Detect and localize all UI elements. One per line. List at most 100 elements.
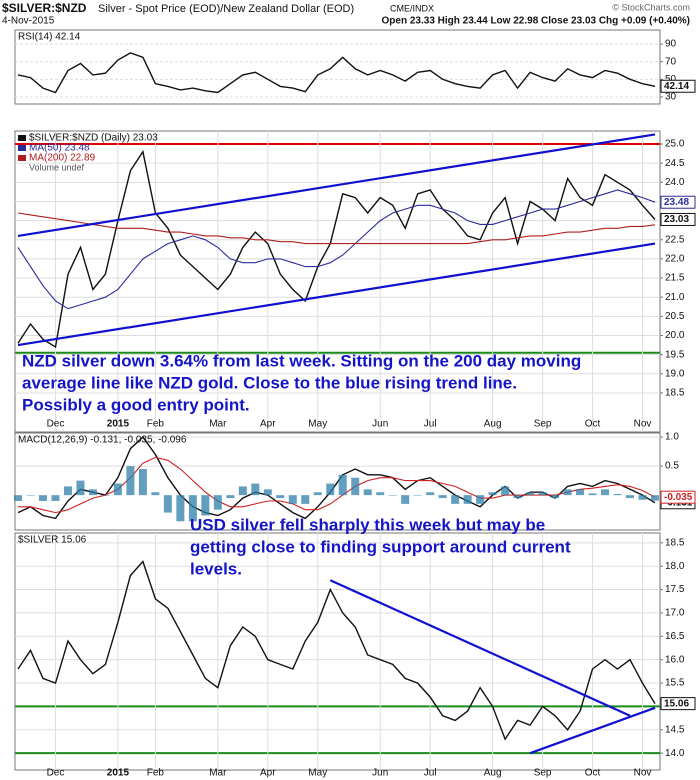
annotation: USD silver fell sharply this week but ma…	[190, 515, 545, 534]
y-tick-label: 50	[665, 74, 677, 85]
x-tick-label: Jul	[424, 768, 437, 779]
series-line	[17, 189, 656, 310]
x-tick-label: Feb	[147, 768, 165, 779]
histogram-bar	[238, 486, 247, 496]
x-tick-label: Dec	[47, 768, 65, 779]
x-tick-label: Mar	[209, 768, 227, 779]
x-tick-label: Jun	[372, 768, 388, 779]
x-tick-label: 2015	[107, 768, 130, 779]
annotation: NZD silver down 3.64% from last week. Si…	[22, 351, 581, 370]
y-tick-label: 21.0	[665, 292, 685, 303]
y-tick-label: 14.0	[665, 748, 685, 759]
panel-frame	[14, 532, 661, 771]
series-line	[17, 436, 656, 520]
y-tick-label: 0.5	[665, 461, 679, 472]
description: Silver - Spot Price (EOD)/New Zealand Do…	[98, 3, 354, 15]
x-tick-label: Aug	[484, 768, 502, 779]
histogram-bar	[601, 489, 610, 496]
y-tick-label: 17.0	[665, 608, 685, 619]
panel-frame	[14, 130, 661, 433]
y-tick-label: 16.5	[665, 631, 685, 642]
annotation: Possibly a good entry point.	[22, 395, 250, 414]
panel-title: $SILVER 15.06	[18, 535, 87, 546]
series-line	[17, 560, 656, 741]
x-tick-label: Nov	[634, 419, 652, 430]
histogram-bar	[213, 495, 222, 510]
histogram-bar	[501, 486, 510, 496]
histogram-bar	[426, 492, 435, 496]
value-tag-label: 15.06	[664, 698, 689, 709]
x-tick-label: Oct	[585, 419, 601, 430]
value-tag	[660, 490, 696, 504]
x-tick-label: Jun	[372, 419, 388, 430]
y-tick-label: 19.0	[665, 368, 685, 379]
value-tag-label: -0.035	[664, 492, 693, 503]
x-tick-label: Aug	[484, 419, 502, 430]
histogram-bar	[626, 495, 635, 499]
legend-entry: MA(50) 23.48	[29, 143, 90, 154]
histogram-bar	[576, 489, 585, 496]
series-line	[17, 52, 656, 94]
histogram-bar	[551, 495, 560, 499]
histogram-bar	[463, 495, 472, 504]
x-tick-label: Jul	[424, 419, 437, 430]
y-tick-label: 18.5	[665, 388, 685, 399]
legend-swatch	[18, 155, 26, 161]
histogram-bar	[538, 492, 547, 496]
x-tick-label: Sep	[534, 768, 552, 779]
histogram-bar	[276, 495, 285, 499]
legend-swatch	[18, 145, 26, 151]
histogram-bar	[226, 495, 235, 499]
histogram-bar	[563, 489, 572, 496]
histogram-bar	[376, 492, 385, 496]
y-tick-label: 20.5	[665, 311, 685, 322]
panel-title: MACD(12,26,9) -0.131, -0.035, -0.096	[18, 435, 187, 446]
legend-entry: MA(200) 22.89	[29, 153, 96, 164]
histogram-bar	[438, 495, 447, 499]
value-tag	[660, 697, 696, 711]
y-tick-label: 22.5	[665, 234, 685, 245]
trend-line	[17, 133, 656, 238]
histogram-bar	[588, 493, 597, 496]
histogram-bar	[88, 489, 97, 496]
trend-line	[529, 706, 656, 755]
histogram-bar	[526, 492, 535, 496]
y-tick-label: 30	[665, 92, 677, 103]
histogram-bar	[388, 495, 397, 496]
value-tag-label: 42.14	[664, 81, 689, 92]
x-tick-label: Mar	[209, 419, 227, 430]
histogram-bar	[488, 492, 497, 496]
trend-line	[17, 242, 656, 347]
histogram-bar	[38, 495, 47, 501]
exchange: CME/INDX	[390, 3, 434, 13]
value-tag	[660, 212, 696, 226]
annotation: levels.	[190, 559, 242, 578]
y-tick-label: 90	[665, 39, 677, 50]
histogram-bar	[638, 495, 647, 500]
histogram-bar	[176, 495, 185, 522]
histogram-bar	[201, 495, 210, 516]
histogram-bar	[301, 495, 310, 504]
x-tick-label: Oct	[585, 768, 601, 779]
series-line	[17, 149, 656, 349]
x-tick-label: Sep	[534, 419, 552, 430]
panel-frame	[14, 432, 661, 531]
series-line	[17, 212, 656, 245]
y-tick-label: 16.0	[665, 654, 685, 665]
histogram-bar	[263, 489, 272, 496]
y-tick-label: 25.0	[665, 139, 685, 150]
y-tick-label: 1.0	[665, 432, 679, 443]
histogram-bar	[401, 495, 410, 504]
histogram-bar	[76, 480, 85, 496]
credit: © StockCharts.com	[612, 2, 690, 12]
histogram-bar	[651, 495, 659, 501]
quote: Open 23.33 High 23.44 Low 22.98 Close 23…	[382, 16, 690, 27]
histogram-bar	[188, 495, 197, 522]
histogram-bar	[451, 495, 460, 504]
symbol: $SILVER:$NZD	[2, 1, 87, 15]
value-tag	[660, 195, 696, 209]
histogram-bar	[101, 495, 110, 496]
x-tick-label: Feb	[147, 419, 165, 430]
histogram-bar	[313, 492, 322, 496]
